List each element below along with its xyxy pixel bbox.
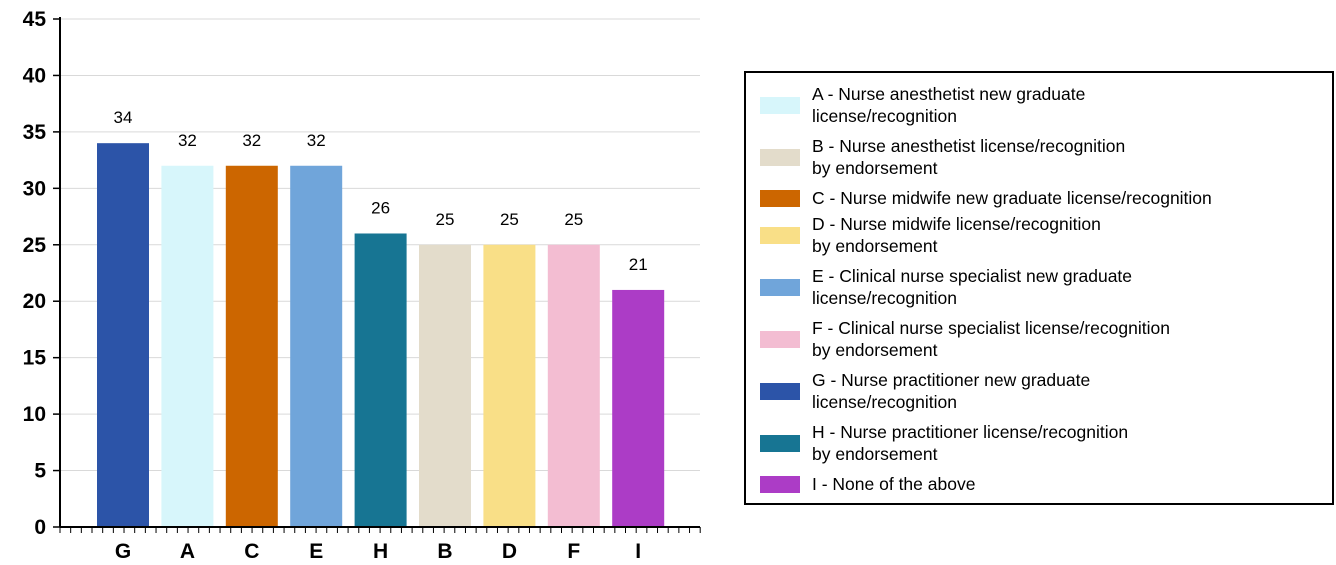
bar-D <box>483 244 536 527</box>
y-tick-label: 45 <box>23 8 47 31</box>
legend-label-line: I - None of the above <box>812 474 976 494</box>
legend-label-line: A - Nurse anesthetist new graduate <box>812 84 1086 104</box>
legend-label-D: D - Nurse midwife license/recognition by … <box>812 213 1332 257</box>
legend-label-line: by endorsement <box>812 158 938 178</box>
legend-label-G: G - Nurse practitioner new graduate licen… <box>812 369 1332 413</box>
data-label-F: 25 <box>564 210 583 229</box>
bar-B <box>419 244 471 527</box>
x-tick-label-D: D <box>502 540 517 563</box>
x-tick-label-F: F <box>567 540 580 563</box>
y-tick-label: 15 <box>23 347 47 370</box>
y-tick-label: 5 <box>34 460 46 483</box>
data-label-B: 25 <box>436 210 455 229</box>
legend-label-line: F - Clinical nurse specialist license/re… <box>812 318 1170 338</box>
bar-F <box>547 244 600 527</box>
y-tick-label: 20 <box>23 290 46 313</box>
legend-label-line: H - Nurse practitioner license/recogniti… <box>812 422 1129 442</box>
legend-item-H: H - Nurse practitioner license/recogniti… <box>760 421 1330 473</box>
y-tick-label: 25 <box>23 234 47 257</box>
x-tick-label-E: E <box>309 540 323 563</box>
legend-label-line: license/recognition <box>812 288 957 308</box>
x-tick-label-B: B <box>437 540 452 563</box>
y-tick-label: 10 <box>23 403 46 426</box>
legend-item-I: I - None of the above <box>760 473 1330 503</box>
legend-label-line: by endorsement <box>812 444 938 464</box>
bar-A <box>161 165 214 527</box>
legend-label-line: G - Nurse practitioner new graduate <box>812 370 1091 390</box>
legend-label-E: E - Clinical nurse specialist new gradua… <box>812 265 1332 309</box>
legend-item-B: B - Nurse anesthetist license/recognitio… <box>760 135 1330 187</box>
legend-label-F: F - Clinical nurse specialist license/re… <box>812 317 1332 361</box>
legend-label-B: B - Nurse anesthetist license/recognitio… <box>812 135 1332 179</box>
x-tick-label-I: I <box>635 540 641 563</box>
data-labels: 34 32 32 32 26 25 25 25 21 <box>114 108 648 274</box>
legend-swatch-C <box>760 190 800 207</box>
bar-I <box>612 289 665 527</box>
bar-C <box>225 165 278 527</box>
legend-label-line: B - Nurse anesthetist license/recognitio… <box>812 136 1126 156</box>
x-tick-label-A: A <box>180 540 195 563</box>
y-tick-label: 35 <box>23 121 47 144</box>
data-label-D: 25 <box>500 210 519 229</box>
legend-item-C: C - Nurse midwife new graduate license/r… <box>760 187 1330 217</box>
legend-swatch-D <box>760 227 800 244</box>
bars <box>97 143 665 527</box>
legend: A - Nurse anesthetist new graduate licens… <box>744 71 1334 505</box>
legend-label-H: H - Nurse practitioner license/recogniti… <box>812 421 1332 465</box>
data-label-C: 32 <box>242 131 261 150</box>
legend-label-A: A - Nurse anesthetist new graduate licens… <box>812 83 1332 127</box>
legend-label-C: C - Nurse midwife new graduate license/r… <box>812 187 1332 209</box>
legend-item-A: A - Nurse anesthetist new graduate licens… <box>760 83 1330 135</box>
legend-item-F: F - Clinical nurse specialist license/re… <box>760 317 1330 369</box>
legend-item-G: G - Nurse practitioner new graduate licen… <box>760 369 1330 421</box>
bar-E <box>290 165 343 527</box>
legend-swatch-E <box>760 279 800 296</box>
legend-label-line: by endorsement <box>812 236 938 256</box>
bar-chart: 0 5 10 15 20 25 30 35 40 45 G A C E H B D F I 34 32 32 32 26 2… <box>23 8 701 563</box>
legend-label-I: I - None of the above <box>812 473 1332 495</box>
x-tick-label-G: G <box>115 540 131 563</box>
legend-swatch-H <box>760 435 800 452</box>
bar-G <box>97 143 149 527</box>
legend-label-line: E - Clinical nurse specialist new gradua… <box>812 266 1133 286</box>
data-label-G: 34 <box>114 108 133 127</box>
y-axis-ticks: 0 5 10 15 20 25 30 35 40 45 <box>23 8 60 539</box>
legend-swatch-F <box>760 331 800 348</box>
legend-label-line: license/recognition <box>812 106 957 126</box>
y-tick-label: 30 <box>23 177 46 200</box>
x-tick-label-H: H <box>373 540 388 563</box>
y-tick-label: 0 <box>34 516 46 539</box>
legend-item-D: D - Nurse midwife license/recognition by … <box>760 213 1330 265</box>
legend-label-line: license/recognition <box>812 392 957 412</box>
bar-H <box>354 233 407 527</box>
legend-label-line: C - Nurse midwife new graduate license/r… <box>812 188 1212 208</box>
legend-swatch-I <box>760 476 800 493</box>
data-label-A: 32 <box>178 131 197 150</box>
y-tick-label: 40 <box>23 64 46 87</box>
x-tick-label-C: C <box>244 540 259 563</box>
legend-label-line: D - Nurse midwife license/recognition <box>812 214 1101 234</box>
data-label-H: 26 <box>371 198 390 217</box>
data-label-E: 32 <box>307 131 326 150</box>
data-label-I: 21 <box>629 255 648 274</box>
legend-swatch-B <box>760 149 800 166</box>
legend-swatch-G <box>760 383 800 400</box>
legend-swatch-A <box>760 97 800 114</box>
legend-label-line: by endorsement <box>812 340 938 360</box>
legend-item-E: E - Clinical nurse specialist new gradua… <box>760 265 1330 317</box>
